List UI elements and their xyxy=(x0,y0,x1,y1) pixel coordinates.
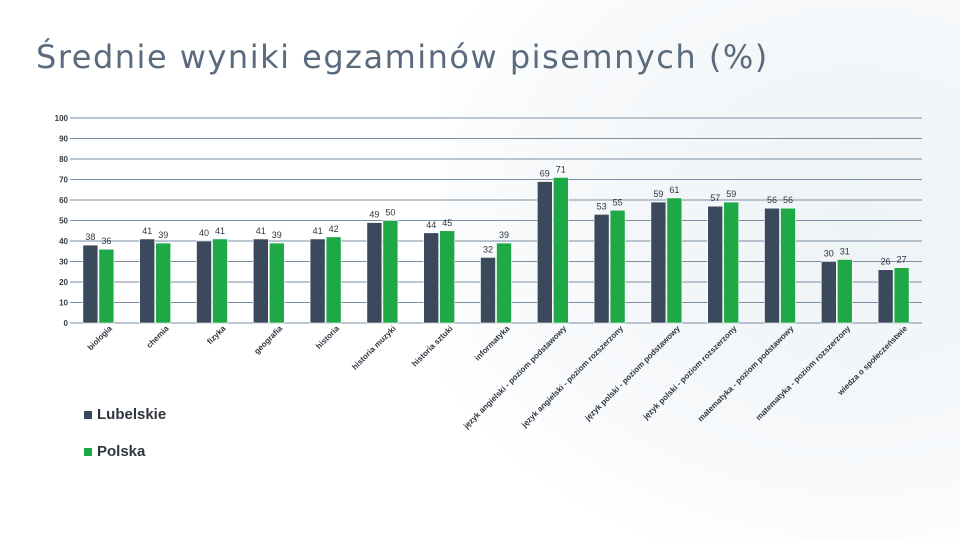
category-label-matematyka-poziom-rozszerzony: matematyka - poziom rozszerzony xyxy=(754,324,853,423)
data-label-lubelskie-geografia: 41 xyxy=(256,226,266,236)
bar-polska-historia-muzyki xyxy=(382,220,399,324)
data-label-lubelskie-historia-muzyki: 49 xyxy=(369,210,379,220)
y-tick-label: 40 xyxy=(59,237,68,246)
data-label-lubelskie-historia-sztuki: 44 xyxy=(426,220,436,230)
bar-lubelskie-jezyk-angielski-poziom-rozszerzony xyxy=(593,214,610,324)
legend-item-polska: Polska xyxy=(84,443,166,460)
data-label-lubelskie-jezyk-angielski-poziom-rozszerzony: 53 xyxy=(597,201,607,211)
data-label-lubelskie-jezyk-polski-poziom-rozszerzony: 57 xyxy=(710,193,720,203)
data-label-polska-jezyk-angielski-poziom-podstawowy: 71 xyxy=(556,164,566,174)
y-tick-label: 80 xyxy=(59,155,68,164)
legend-swatch-lubelskie xyxy=(84,410,92,419)
data-label-lubelskie-matematyka-poziom-rozszerzony: 30 xyxy=(824,249,834,259)
legend: Lubelskie Polska xyxy=(84,406,166,480)
category-label-fizyka: fizyka xyxy=(205,324,227,346)
y-tick-label: 70 xyxy=(59,176,68,185)
bar-polska-historia-sztuki xyxy=(439,230,456,324)
category-label-chemia: chemia xyxy=(145,324,171,350)
data-label-polska-chemia: 39 xyxy=(158,230,168,240)
data-label-polska-matematyka-poziom-rozszerzony: 31 xyxy=(840,246,850,256)
bar-lubelskie-biologia xyxy=(82,244,99,324)
data-label-lubelskie-wiedza-o-spoleczenstwie: 26 xyxy=(881,257,891,267)
bar-polska-informatyka xyxy=(496,242,512,324)
legend-label-polska: Polska xyxy=(97,443,146,460)
category-label-matematyka-poziom-podstawowy: matematyka - poziom podstawowy xyxy=(696,324,796,424)
y-tick-label: 0 xyxy=(64,319,69,328)
category-label-jezyk-polski-poziom-rozszerzony: język polski - poziom rozszerzony xyxy=(641,324,739,422)
data-label-polska-fizyka: 41 xyxy=(215,226,225,236)
bar-lubelskie-matematyka-poziom-rozszerzony xyxy=(820,261,837,324)
category-label-biologia: biologia xyxy=(86,324,114,352)
data-label-polska-jezyk-polski-poziom-podstawowy: 61 xyxy=(669,185,679,195)
data-label-polska-biologia: 36 xyxy=(101,236,111,246)
data-label-polska-geografia: 39 xyxy=(272,230,282,240)
data-label-lubelskie-biologia: 38 xyxy=(85,232,95,242)
category-labels-layer: biologia chemia fizyka geografia historia his… xyxy=(86,324,910,431)
data-label-polska-jezyk-polski-poziom-rozszerzony: 59 xyxy=(726,189,736,199)
y-tick-label: 30 xyxy=(59,258,68,267)
bar-polska-jezyk-angielski-poziom-podstawowy xyxy=(552,177,569,324)
bar-polska-matematyka-poziom-rozszerzony xyxy=(836,259,853,324)
bar-lubelskie-fizyka xyxy=(196,240,212,324)
bar-lubelskie-historia-muzyki xyxy=(366,222,383,324)
data-label-polska-matematyka-poziom-podstawowy: 56 xyxy=(783,195,793,205)
y-tick-label: 60 xyxy=(59,196,68,205)
bar-lubelskie-chemia xyxy=(139,238,155,324)
category-label-informatyka: informatyka xyxy=(473,324,512,363)
grid-layer: 0 10 20 30 40 50 60 70 80 90 100 xyxy=(55,114,922,328)
bar-lubelskie-wiedza-o-spoleczenstwie xyxy=(877,269,894,324)
y-tick-label: 100 xyxy=(55,114,69,123)
category-label-geografia: geografia xyxy=(252,324,284,356)
bar-lubelskie-matematyka-poziom-podstawowy xyxy=(764,207,780,324)
category-label-historia-sztuki: historia sztuki xyxy=(410,324,454,368)
data-label-polska-jezyk-angielski-poziom-rozszerzony: 55 xyxy=(613,197,623,207)
bar-lubelskie-jezyk-angielski-poziom-podstawowy xyxy=(536,181,553,324)
data-label-lubelskie-jezyk-angielski-poziom-podstawowy: 69 xyxy=(540,169,550,179)
bar-lubelskie-jezyk-polski-poziom-podstawowy xyxy=(650,201,667,324)
data-label-polska-wiedza-o-spoleczenstwie: 27 xyxy=(897,255,907,265)
data-label-polska-historia-muzyki: 50 xyxy=(385,208,395,218)
category-label-jezyk-angielski-poziom-rozszerzony: język angielski - poziom rozszerzony xyxy=(519,324,625,430)
data-label-polska-historia: 42 xyxy=(329,224,339,234)
data-label-lubelskie-jezyk-polski-poziom-podstawowy: 59 xyxy=(653,189,663,199)
bar-polska-jezyk-polski-poziom-rozszerzony xyxy=(723,201,740,324)
legend-item-lubelskie: Lubelskie xyxy=(84,406,166,423)
bar-polska-matematyka-poziom-podstawowy xyxy=(780,207,796,324)
data-label-lubelskie-informatyka: 32 xyxy=(483,244,493,254)
bar-lubelskie-historia-sztuki xyxy=(423,232,440,324)
data-label-lubelskie-matematyka-poziom-podstawowy: 56 xyxy=(767,195,777,205)
bar-polska-wiedza-o-spoleczenstwie xyxy=(893,267,910,324)
bar-polska-jezyk-polski-poziom-podstawowy xyxy=(666,197,683,324)
bar-lubelskie-informatyka xyxy=(480,257,496,324)
bars-layer xyxy=(82,177,910,324)
category-label-historia-muzyki: historia muzyki xyxy=(350,324,398,372)
bar-polska-chemia xyxy=(155,242,171,324)
background-decoration xyxy=(440,0,960,540)
data-label-polska-historia-sztuki: 45 xyxy=(442,218,452,228)
y-tick-label: 10 xyxy=(59,299,68,308)
y-tick-label: 20 xyxy=(59,278,68,287)
data-label-lubelskie-chemia: 41 xyxy=(142,226,152,236)
bar-polska-geografia xyxy=(268,242,285,324)
bar-polska-historia xyxy=(325,236,342,324)
category-label-jezyk-polski-poziom-podstawowy: język polski - poziom podstawowy xyxy=(583,324,683,424)
bar-polska-jezyk-angielski-poziom-rozszerzony xyxy=(609,209,626,324)
legend-label-lubelskie: Lubelskie xyxy=(97,406,167,423)
data-label-polska-informatyka: 39 xyxy=(499,230,509,240)
bar-lubelskie-jezyk-polski-poziom-rozszerzony xyxy=(707,205,724,324)
bar-polska-fizyka xyxy=(212,238,228,324)
bar-polska-biologia xyxy=(98,248,115,324)
category-label-historia: historia xyxy=(314,324,341,351)
y-tick-label: 90 xyxy=(59,135,68,144)
page-title: Średnie wyniki egzaminów pisemnych (%) xyxy=(36,38,769,76)
category-label-jezyk-angielski-poziom-podstawowy: język angielski - poziom podstawowy xyxy=(461,324,568,431)
bar-lubelskie-historia xyxy=(309,238,326,324)
data-labels-layer: 38 36 41 39 40 41 41 39 41 42 49 50 44 45 32 39 69 71 53 55… xyxy=(85,164,906,266)
data-label-lubelskie-fizyka: 40 xyxy=(199,228,209,238)
legend-swatch-polska xyxy=(84,447,92,456)
data-label-lubelskie-historia: 41 xyxy=(313,226,323,236)
y-tick-label: 50 xyxy=(59,217,68,226)
bar-lubelskie-geografia xyxy=(253,238,269,324)
